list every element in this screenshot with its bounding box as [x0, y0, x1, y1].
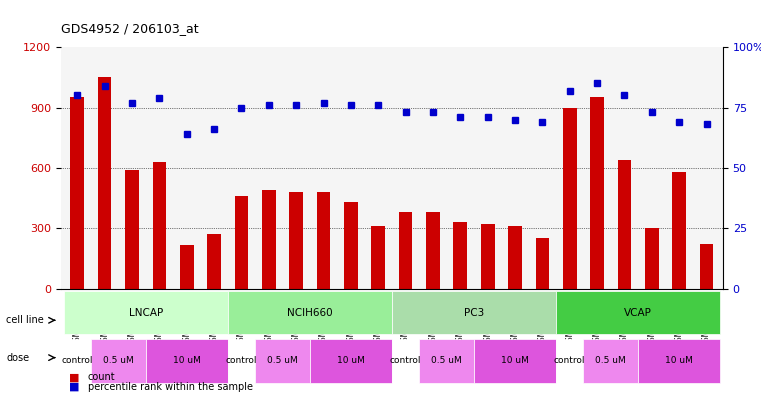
Text: 0.5 uM: 0.5 uM: [103, 356, 134, 365]
Bar: [344, 202, 358, 288]
Text: GDS4952 / 206103_at: GDS4952 / 206103_at: [61, 22, 199, 35]
Bar: [234, 196, 248, 288]
FancyBboxPatch shape: [145, 339, 228, 383]
Bar: [152, 162, 166, 288]
Bar: [672, 172, 686, 288]
Bar: [591, 97, 604, 288]
Bar: [289, 192, 303, 288]
Text: count: count: [88, 372, 115, 382]
Bar: [563, 108, 577, 288]
FancyBboxPatch shape: [556, 339, 584, 383]
Bar: [699, 244, 713, 288]
Text: VCAP: VCAP: [624, 308, 652, 318]
FancyBboxPatch shape: [91, 339, 145, 383]
Bar: [71, 97, 84, 288]
Bar: [399, 212, 412, 288]
FancyBboxPatch shape: [255, 339, 310, 383]
FancyBboxPatch shape: [310, 339, 392, 383]
FancyBboxPatch shape: [584, 339, 638, 383]
Bar: [207, 234, 221, 288]
FancyBboxPatch shape: [228, 291, 392, 334]
FancyBboxPatch shape: [474, 339, 556, 383]
FancyBboxPatch shape: [638, 339, 720, 383]
Text: dose: dose: [6, 353, 29, 363]
Text: NCIH660: NCIH660: [287, 308, 333, 318]
Text: LNCAP: LNCAP: [129, 308, 163, 318]
Text: 0.5 uM: 0.5 uM: [595, 356, 626, 365]
Bar: [98, 77, 112, 288]
Text: control: control: [62, 356, 93, 365]
FancyBboxPatch shape: [392, 339, 419, 383]
Bar: [180, 245, 193, 288]
Bar: [371, 226, 385, 288]
Text: 0.5 uM: 0.5 uM: [267, 356, 298, 365]
Bar: [426, 212, 440, 288]
Bar: [262, 190, 275, 288]
FancyBboxPatch shape: [64, 291, 228, 334]
Text: control: control: [390, 356, 422, 365]
Bar: [454, 222, 467, 288]
Bar: [317, 192, 330, 288]
Text: percentile rank within the sample: percentile rank within the sample: [88, 382, 253, 392]
Bar: [508, 226, 522, 288]
Text: 10 uM: 10 uM: [337, 356, 365, 365]
Bar: [125, 170, 139, 288]
FancyBboxPatch shape: [228, 339, 255, 383]
Text: 10 uM: 10 uM: [173, 356, 201, 365]
Bar: [618, 160, 632, 288]
FancyBboxPatch shape: [392, 291, 556, 334]
Bar: [481, 224, 495, 288]
Bar: [536, 238, 549, 288]
FancyBboxPatch shape: [556, 291, 720, 334]
Text: 0.5 uM: 0.5 uM: [431, 356, 462, 365]
FancyBboxPatch shape: [419, 339, 474, 383]
Text: control: control: [554, 356, 585, 365]
Text: 10 uM: 10 uM: [665, 356, 693, 365]
Text: PC3: PC3: [464, 308, 484, 318]
Text: ■: ■: [68, 372, 79, 382]
Bar: [645, 228, 659, 288]
Text: ■: ■: [68, 382, 79, 392]
FancyBboxPatch shape: [64, 339, 91, 383]
Text: control: control: [226, 356, 257, 365]
Text: cell line: cell line: [6, 315, 44, 325]
Text: 10 uM: 10 uM: [501, 356, 529, 365]
